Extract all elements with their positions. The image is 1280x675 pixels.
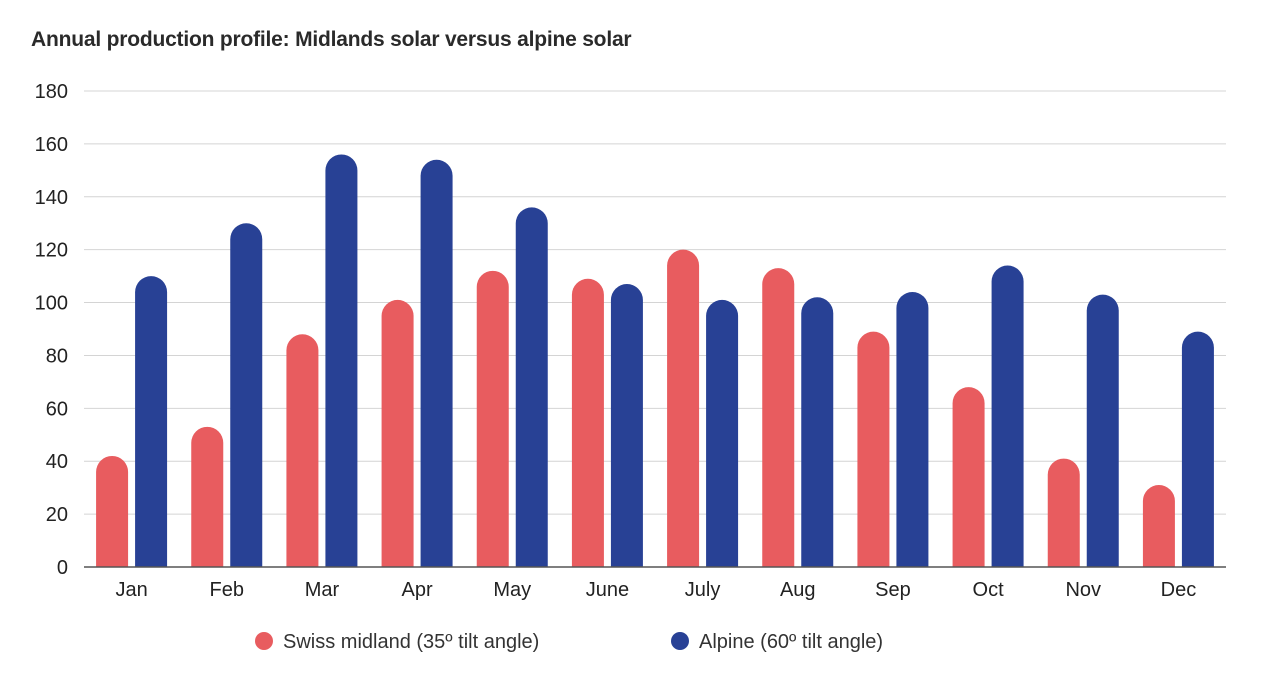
x-tick-label: Aug (780, 579, 816, 601)
alpine-bar-sep (896, 291, 929, 567)
chart-title: Annual production profile: Midlands sola… (31, 28, 632, 51)
alpine-bar-july (706, 299, 739, 567)
legend-swatch (255, 632, 273, 650)
alpine-bar-apr (420, 159, 453, 567)
y-tick-label: 20 (46, 504, 68, 526)
x-tick-label: June (586, 579, 629, 601)
y-axis-tick-labels: 0 20 40 60 80 100 120 140 160 180 (35, 81, 68, 579)
legend-swatch (671, 632, 689, 650)
alpine-bar-mar (325, 154, 358, 567)
x-tick-label: Oct (973, 579, 1005, 601)
alpine-bar-jan (135, 276, 168, 567)
alpine-bar-aug (801, 297, 834, 567)
legend-label: Alpine (60º tilt angle) (699, 631, 883, 653)
bars (96, 154, 1214, 567)
alpine-bar-nov (1086, 294, 1119, 567)
y-tick-label: 40 (46, 451, 68, 473)
x-tick-label: Jan (115, 579, 147, 601)
x-tick-label: Apr (402, 579, 433, 601)
alpine-bar-oct (991, 265, 1024, 567)
midland-bar-aug (762, 268, 795, 567)
x-tick-label: Dec (1161, 579, 1197, 601)
alpine-bar-june (610, 284, 643, 567)
midland-bar-sep (857, 331, 890, 567)
midland-bar-dec (1142, 485, 1175, 567)
y-tick-label: 160 (35, 134, 68, 156)
legend-item-alpine: Alpine (60º tilt angle) (671, 631, 883, 653)
midland-bar-june (571, 278, 604, 567)
midland-bar-feb (191, 426, 224, 567)
alpine-bar-feb (230, 223, 263, 567)
gridlines (84, 90, 1226, 515)
x-tick-label: July (685, 579, 721, 601)
y-tick-label: 80 (46, 345, 68, 367)
midland-bar-mar (286, 334, 319, 567)
alpine-bar-may (515, 207, 548, 567)
x-tick-label: Nov (1065, 579, 1101, 601)
y-tick-label: 60 (46, 398, 68, 420)
legend-label: Swiss midland (35º tilt angle) (283, 631, 539, 653)
x-tick-label: Mar (305, 579, 340, 601)
midland-bar-jan (96, 455, 129, 567)
alpine-bar-dec (1181, 331, 1214, 567)
midland-bar-oct (952, 387, 985, 567)
legend: Swiss midland (35º tilt angle) Alpine (60… (255, 631, 883, 653)
y-tick-label: 140 (35, 187, 68, 209)
x-axis-tick-labels: Jan Feb Mar Apr May June July Aug Sep Oct Nov Dec (115, 579, 1196, 601)
midland-bar-apr (381, 299, 414, 567)
midland-bar-may (476, 270, 509, 567)
x-tick-label: Feb (210, 579, 244, 601)
x-tick-label: Sep (875, 579, 911, 601)
midland-bar-july (667, 249, 700, 567)
y-tick-label: 0 (57, 557, 68, 579)
x-tick-label: May (493, 579, 531, 601)
legend-item-midland: Swiss midland (35º tilt angle) (255, 631, 539, 653)
y-tick-label: 180 (35, 81, 68, 103)
y-tick-label: 100 (35, 293, 68, 315)
midland-bar-nov (1047, 458, 1080, 567)
y-tick-label: 120 (35, 240, 68, 262)
